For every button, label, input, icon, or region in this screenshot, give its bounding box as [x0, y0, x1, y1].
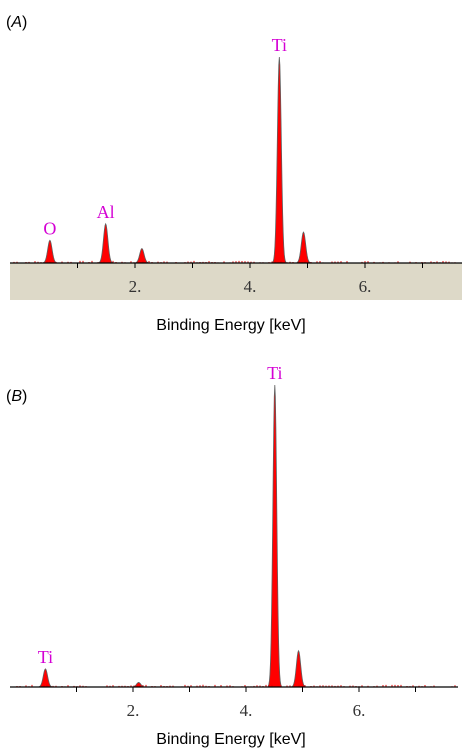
peak: [295, 231, 312, 264]
panel-label: (A): [6, 14, 27, 31]
chart-panel-a: O Al Ti 2. 4. 6. (A) Binding Energy [keV]: [6, 14, 462, 334]
x-tick-label: 4.: [244, 277, 257, 296]
x-tick-label: 6.: [353, 701, 366, 720]
peak-label: Ti: [272, 35, 287, 55]
peak-label: Ti: [38, 647, 53, 667]
x-tick-label: 6.: [359, 277, 372, 296]
x-tick-label: 2.: [127, 701, 140, 720]
x-tick-label: 2.: [129, 277, 142, 296]
peak: [290, 649, 307, 688]
peak: [97, 222, 114, 264]
peak: [267, 384, 282, 688]
peak: [134, 248, 150, 264]
peak-label: Ti: [267, 363, 282, 383]
panel-label: (B): [6, 388, 27, 405]
x-tick-label: 4.: [240, 701, 253, 720]
peak-label: O: [43, 218, 56, 238]
peak: [37, 668, 54, 688]
peak: [272, 56, 287, 264]
axis-band: [10, 263, 462, 300]
x-axis-label: Binding Energy [keV]: [156, 731, 305, 748]
peak: [42, 239, 58, 264]
x-axis-label: Binding Energy [keV]: [156, 317, 305, 334]
peak-label: Al: [97, 202, 115, 222]
